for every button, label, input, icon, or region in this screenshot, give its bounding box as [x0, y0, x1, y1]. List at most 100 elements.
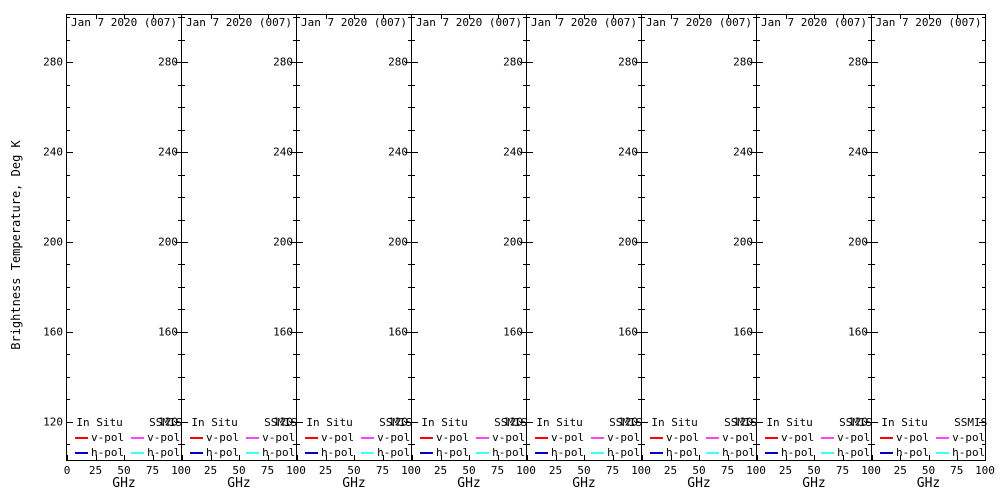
y-minor-tick	[982, 17, 985, 19]
legend-row-ssmis-vpol: v-pol	[936, 430, 987, 445]
x-bottom-tick	[670, 455, 672, 460]
x-top-tick	[842, 15, 844, 19]
ssmis-vpol-line-swatch	[131, 436, 145, 439]
x-top-tick	[785, 15, 787, 19]
x-bottom-tick	[182, 455, 183, 460]
legend-label-ssmis-vpol: v-pol	[952, 431, 986, 444]
insitu-hpol-line-swatch	[75, 451, 88, 454]
y-minor-tick	[293, 84, 296, 86]
x-top-tick	[584, 15, 585, 19]
y-minor-tick	[872, 309, 875, 311]
legend-header-ssmis: SSMIS	[839, 416, 873, 429]
y-major-tick	[67, 152, 73, 154]
y-tick-label: 280	[733, 55, 753, 69]
y-major-tick	[520, 421, 526, 423]
x-tick-label: 100	[401, 464, 421, 477]
legend-label-insitu-vpol: v-pol	[666, 431, 700, 444]
y-minor-tick	[872, 17, 875, 19]
y-minor-tick	[753, 17, 756, 19]
ssmis-hpol-line-swatch	[706, 451, 720, 454]
y-minor-tick	[753, 174, 756, 176]
x-top-tick	[727, 15, 729, 19]
y-major-tick	[405, 421, 411, 423]
insitu-hpol-line-swatch	[535, 451, 548, 454]
y-major-tick	[297, 331, 303, 333]
legend-col-ssmis: SSMIS v-pol h-pol	[246, 417, 297, 460]
y-minor-tick	[642, 17, 645, 19]
y-minor-tick	[757, 219, 760, 221]
y-minor-tick	[868, 17, 871, 19]
insitu-hpol-line-swatch	[650, 451, 663, 454]
legend-label-ssmis-vpol: v-pol	[607, 431, 641, 444]
y-major-tick	[67, 241, 73, 243]
y-minor-tick	[67, 354, 70, 356]
y-major-tick	[757, 62, 763, 64]
y-tick-label: 160	[158, 325, 178, 339]
y-minor-tick	[527, 219, 530, 221]
legend-row-insitu-vpol: v-pol	[650, 430, 699, 445]
y-minor-tick	[753, 197, 756, 199]
x-top-tick	[670, 15, 672, 19]
x-axis-title: GHz	[916, 476, 941, 491]
y-minor-tick	[638, 444, 641, 446]
x-bottom-tick	[297, 455, 298, 460]
y-major-tick	[750, 152, 756, 154]
y-minor-tick	[293, 399, 296, 401]
y-minor-tick	[753, 399, 756, 401]
legend: In Situ v-pol h-pol SSMIS v-pol	[765, 417, 872, 460]
y-minor-tick	[297, 286, 300, 288]
y-minor-tick	[67, 399, 70, 401]
y-minor-tick	[178, 219, 181, 221]
y-minor-tick	[523, 197, 526, 199]
y-minor-tick	[642, 197, 645, 199]
y-minor-tick	[297, 17, 300, 19]
y-minor-tick	[293, 286, 296, 288]
legend-label-ssmis-hpol: h-pol	[147, 446, 181, 459]
y-tick-label: 160	[43, 325, 63, 339]
x-top-tick	[152, 15, 154, 19]
y-minor-tick	[868, 84, 871, 86]
y-tick-label: 280	[43, 55, 63, 69]
y-minor-tick	[982, 219, 985, 221]
y-minor-tick	[642, 39, 645, 41]
legend-row-insitu-hpol: h-pol	[75, 445, 124, 460]
legend-header-insitu: In Situ	[536, 416, 583, 429]
y-major-tick	[642, 421, 648, 423]
y-minor-tick	[412, 129, 415, 131]
y-minor-tick	[67, 444, 70, 446]
legend-row-insitu-vpol: v-pol	[190, 430, 239, 445]
plot-panel: Jan 7 2020 (007) GHz In Situ v-pol h-pol…	[848, 14, 995, 490]
y-minor-tick	[872, 84, 875, 86]
y-minor-tick	[753, 84, 756, 86]
insitu-vpol-line-swatch	[535, 436, 548, 439]
legend-label-insitu-hpol: h-pol	[666, 446, 700, 459]
y-minor-tick	[982, 197, 985, 199]
y-minor-tick	[182, 286, 185, 288]
y-minor-tick	[982, 376, 985, 378]
plot-panel: Jan 7 2020 (007) GHz In Situ v-pol h-pol…	[618, 14, 766, 490]
x-bottom-tick	[699, 455, 700, 460]
x-bottom-tick	[928, 455, 930, 460]
y-tick-label: 280	[158, 55, 178, 69]
y-major-tick	[412, 62, 418, 64]
y-major-tick	[979, 331, 985, 333]
y-minor-tick	[642, 264, 645, 266]
legend-row-insitu-hpol: h-pol	[535, 445, 584, 460]
legend: In Situ v-pol h-pol SSMIS v-pol	[535, 417, 642, 460]
x-tick-label: 75	[835, 464, 850, 477]
y-tick-label: 240	[43, 145, 63, 159]
y-major-tick	[979, 62, 985, 64]
y-major-tick	[290, 241, 296, 243]
x-bottom-tick	[469, 455, 470, 460]
y-major-tick	[527, 62, 533, 64]
y-minor-tick	[523, 376, 526, 378]
y-major-tick	[297, 62, 303, 64]
y-tick-label: 160	[388, 325, 408, 339]
insitu-hpol-line-swatch	[765, 451, 778, 454]
y-minor-tick	[293, 376, 296, 378]
y-minor-tick	[868, 309, 871, 311]
y-minor-tick	[642, 174, 645, 176]
legend-label-ssmis-vpol: v-pol	[722, 431, 756, 444]
legend-label-ssmis-hpol: h-pol	[492, 446, 526, 459]
y-minor-tick	[872, 219, 875, 221]
